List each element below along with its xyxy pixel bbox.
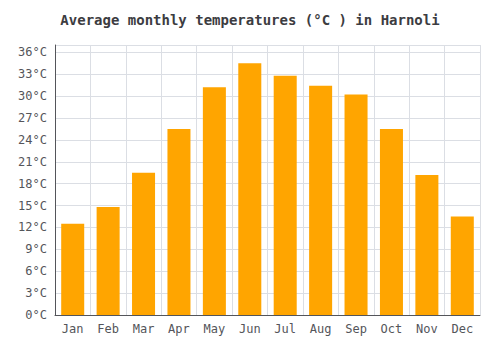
svg-text:27°C: 27°C (18, 111, 47, 125)
svg-text:3°C: 3°C (25, 286, 47, 300)
svg-text:Jul: Jul (274, 322, 296, 336)
svg-text:24°C: 24°C (18, 133, 47, 147)
svg-text:12°C: 12°C (18, 220, 47, 234)
svg-text:Feb: Feb (97, 322, 119, 336)
svg-text:Sep: Sep (345, 322, 367, 336)
svg-text:Aug: Aug (310, 322, 332, 336)
svg-text:Average monthly temperatures (: Average monthly temperatures (°C ) in Ha… (60, 12, 439, 28)
svg-text:15°C: 15°C (18, 199, 47, 213)
svg-text:Mar: Mar (133, 322, 155, 336)
svg-text:9°C: 9°C (25, 242, 47, 256)
svg-text:Jan: Jan (62, 322, 84, 336)
svg-text:Jun: Jun (239, 322, 261, 336)
svg-text:Dec: Dec (451, 322, 473, 336)
svg-text:0°C: 0°C (25, 308, 47, 322)
svg-text:Apr: Apr (168, 322, 190, 336)
svg-text:May: May (204, 322, 226, 336)
svg-text:Oct: Oct (381, 322, 403, 336)
svg-text:21°C: 21°C (18, 155, 47, 169)
svg-text:36°C: 36°C (18, 45, 47, 59)
svg-text:18°C: 18°C (18, 177, 47, 191)
svg-text:33°C: 33°C (18, 67, 47, 81)
svg-text:Nov: Nov (416, 322, 438, 336)
svg-text:30°C: 30°C (18, 89, 47, 103)
svg-text:6°C: 6°C (25, 264, 47, 278)
